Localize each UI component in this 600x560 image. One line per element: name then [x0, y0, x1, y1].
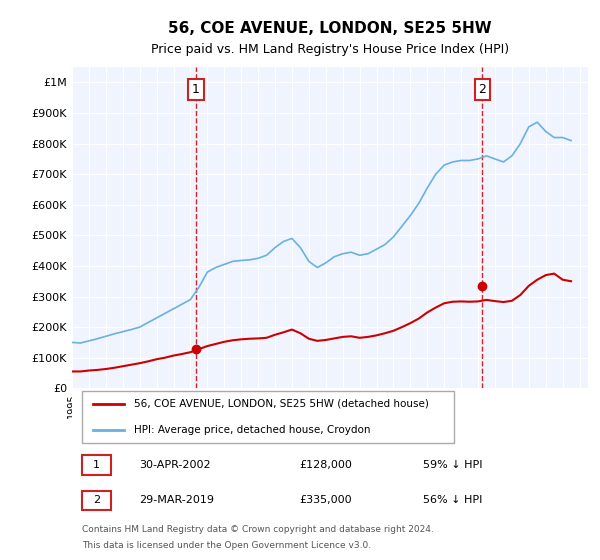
- Text: HPI: Average price, detached house, Croydon: HPI: Average price, detached house, Croy…: [134, 425, 370, 435]
- Text: 2: 2: [478, 83, 486, 96]
- Text: 29-MAR-2019: 29-MAR-2019: [139, 496, 214, 506]
- Text: Price paid vs. HM Land Registry's House Price Index (HPI): Price paid vs. HM Land Registry's House …: [151, 43, 509, 56]
- Text: 1: 1: [93, 460, 100, 470]
- Text: 56, COE AVENUE, LONDON, SE25 5HW (detached house): 56, COE AVENUE, LONDON, SE25 5HW (detach…: [134, 399, 429, 409]
- Text: £128,000: £128,000: [299, 460, 352, 470]
- Text: 56, COE AVENUE, LONDON, SE25 5HW: 56, COE AVENUE, LONDON, SE25 5HW: [168, 21, 492, 36]
- Text: 2: 2: [92, 496, 100, 506]
- Text: 30-APR-2002: 30-APR-2002: [139, 460, 211, 470]
- FancyBboxPatch shape: [82, 455, 110, 475]
- Text: 56% ↓ HPI: 56% ↓ HPI: [423, 496, 482, 506]
- Text: This data is licensed under the Open Government Licence v3.0.: This data is licensed under the Open Gov…: [82, 541, 371, 550]
- Text: 1: 1: [192, 83, 200, 96]
- Text: £335,000: £335,000: [299, 496, 352, 506]
- Text: 59% ↓ HPI: 59% ↓ HPI: [423, 460, 482, 470]
- FancyBboxPatch shape: [82, 391, 454, 443]
- FancyBboxPatch shape: [82, 491, 110, 510]
- Text: Contains HM Land Registry data © Crown copyright and database right 2024.: Contains HM Land Registry data © Crown c…: [82, 525, 434, 534]
